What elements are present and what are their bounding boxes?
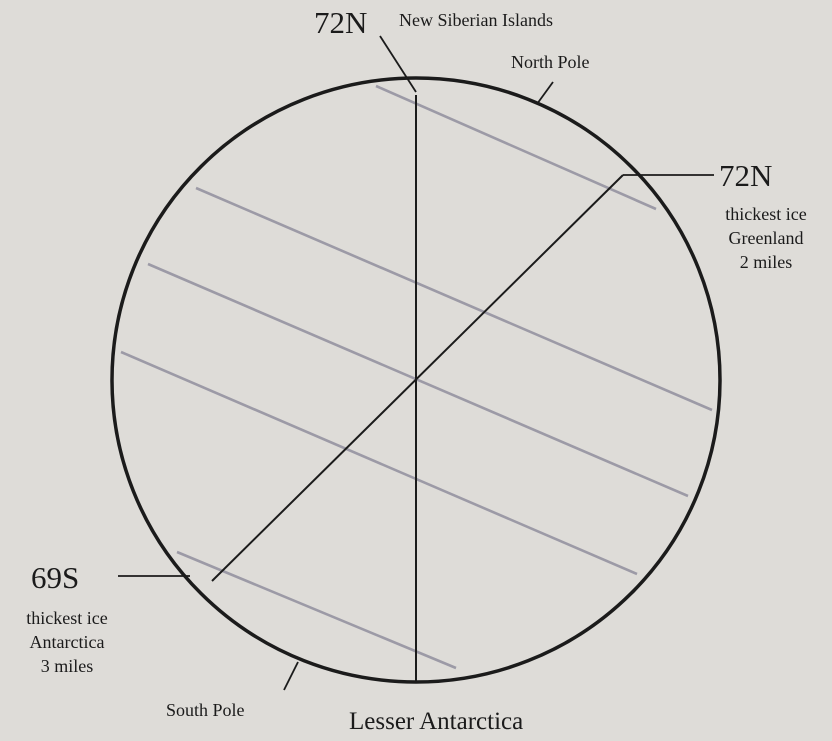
stripe-line [375, 84, 657, 211]
top-leader-line [379, 35, 417, 93]
right-note: thickest ice Greenland 2 miles [703, 202, 829, 274]
right-note-line: Greenland [728, 228, 804, 248]
top-place-label: New Siberian Islands [399, 10, 553, 30]
left-note-line: Antarctica [29, 632, 105, 652]
left-note-line: 3 miles [40, 656, 94, 676]
stripe-line [176, 550, 457, 670]
left-note: thickest ice Antarctica 3 miles [2, 606, 132, 678]
stripe-line [195, 186, 713, 412]
top-latitude-label: 72N [314, 5, 368, 40]
right-latitude-label: 72N [719, 158, 773, 193]
right-note-line: 2 miles [739, 252, 793, 272]
north-pole-label: North Pole [511, 52, 590, 72]
right-note-line: thickest ice [725, 204, 807, 224]
bottom-place-label: Lesser Antarctica [349, 708, 524, 735]
south-pole-label: South Pole [166, 700, 245, 720]
south-pole-leader-line [283, 661, 299, 691]
left-latitude-label: 69S [31, 560, 80, 595]
left-note-line: thickest ice [26, 608, 108, 628]
north-pole-leader-line [536, 81, 554, 105]
stripe-line [120, 350, 638, 576]
stripe-line [147, 262, 689, 498]
tilted-axis [211, 174, 624, 582]
